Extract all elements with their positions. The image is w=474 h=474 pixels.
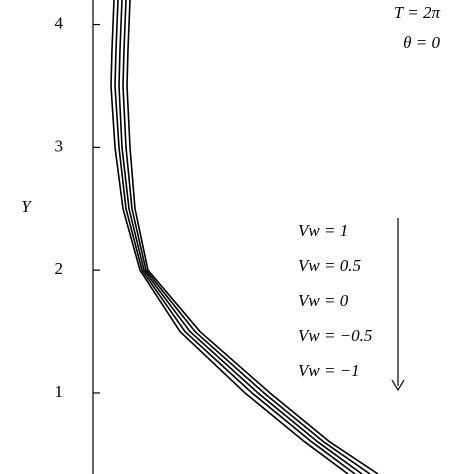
y-tick-label: 1: [55, 382, 64, 401]
line: [122, 0, 371, 474]
annotation: T = 2π: [394, 3, 441, 22]
y-tick-label: 2: [55, 259, 64, 278]
legend-label: Vw = 1: [298, 221, 348, 240]
arrow-head: [391, 379, 405, 392]
line: [126, 0, 379, 474]
y-tick-label: 3: [55, 136, 64, 155]
y-tick-label: 4: [55, 13, 64, 32]
line: [110, 0, 349, 474]
legend-label: Vw = −0.5: [298, 326, 372, 345]
legend-label: Vw = 0.5: [298, 256, 361, 275]
annotation: θ = 0: [403, 33, 440, 52]
line: [118, 0, 363, 474]
y-axis-label: Y: [21, 197, 32, 216]
legend-label: Vw = −1: [298, 361, 360, 380]
line: [114, 0, 356, 474]
legend-label: Vw = 0: [298, 291, 349, 310]
